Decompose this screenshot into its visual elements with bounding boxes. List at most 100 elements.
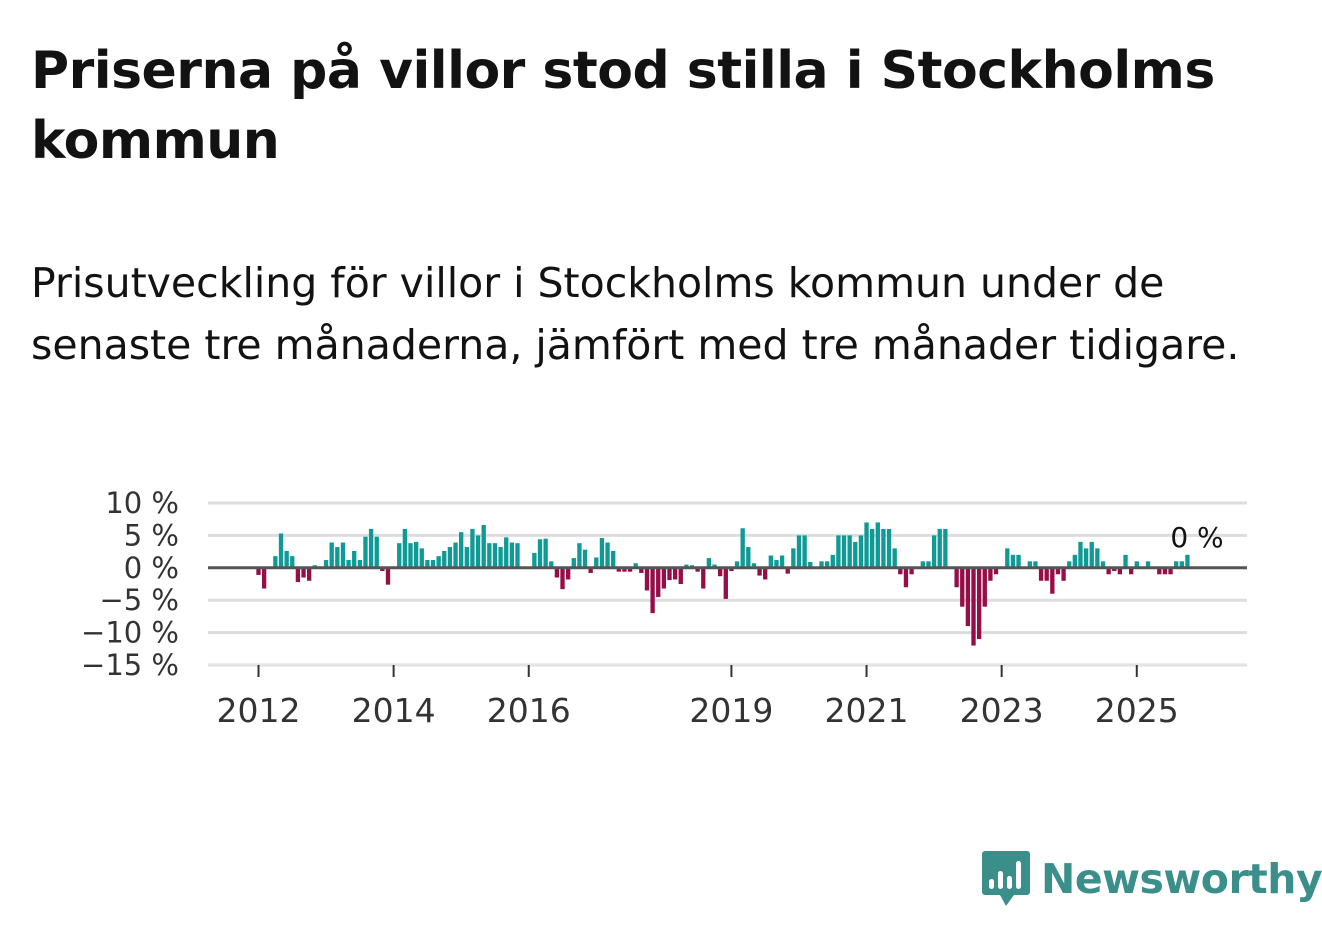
bars [256, 522, 1190, 646]
bar [498, 547, 503, 568]
bar [430, 560, 436, 568]
bar [650, 567, 655, 614]
y-tick-label: 10 % [105, 486, 179, 520]
bar [706, 558, 712, 568]
bar [875, 522, 880, 568]
bar [712, 564, 717, 568]
y-tick-label: −15 % [81, 648, 179, 682]
bar [549, 561, 554, 568]
bar [819, 561, 824, 568]
bar [785, 567, 790, 574]
bar [943, 528, 948, 568]
bar [290, 556, 295, 568]
x-tick-label: 2023 [960, 691, 1044, 730]
bar [470, 528, 475, 568]
bar [1055, 567, 1061, 575]
bar [509, 542, 515, 568]
y-axis-labels: 10 %5 %0 %−5 %−10 %−15 % [81, 486, 179, 682]
bar [1083, 548, 1089, 568]
bar [644, 567, 650, 591]
bar [656, 567, 661, 597]
bar [346, 560, 351, 568]
bar [464, 547, 469, 568]
bar [442, 550, 447, 568]
bar [1016, 554, 1021, 568]
bar [532, 552, 537, 568]
bar [982, 567, 987, 607]
bar-chart: 10 %5 %0 %−5 %−10 %−15 % 2012 2014 2016 201… [81, 486, 1247, 730]
bar [582, 549, 588, 568]
bar [515, 543, 520, 568]
bar [971, 567, 976, 646]
bar [1067, 561, 1072, 568]
bar [1027, 561, 1032, 568]
bar [1095, 548, 1100, 568]
bar [824, 561, 830, 568]
bar [729, 567, 734, 572]
bar [352, 550, 357, 568]
bar [701, 567, 706, 589]
bar [1061, 567, 1066, 581]
bar [903, 567, 909, 588]
bar [796, 535, 802, 568]
bar [605, 542, 610, 568]
bar [504, 537, 509, 568]
bar [1157, 567, 1162, 575]
bar [307, 567, 312, 581]
chart-title: Priserna på villor stod stilla i Stockho… [31, 41, 1215, 171]
bar [768, 555, 773, 568]
bar [723, 567, 728, 599]
bar [413, 541, 419, 568]
bar [1128, 567, 1134, 575]
bar [1185, 554, 1190, 568]
y-tick-label: −5 % [99, 583, 179, 617]
bar [481, 525, 486, 568]
bar [380, 567, 385, 572]
bar [937, 528, 942, 568]
bar [335, 547, 340, 568]
bar [261, 567, 267, 589]
bar [565, 567, 571, 580]
bar [881, 528, 886, 568]
bar [492, 543, 498, 568]
bar [661, 567, 667, 589]
bar [1179, 561, 1184, 568]
bar [329, 542, 334, 568]
x-tick-label: 2014 [352, 691, 436, 730]
bar [1044, 567, 1049, 581]
bar [1033, 561, 1038, 568]
bar [554, 567, 560, 578]
bar [1072, 554, 1078, 568]
y-tick-label: −10 % [81, 616, 179, 650]
bar [560, 567, 565, 590]
bar [639, 567, 644, 573]
bar [475, 535, 481, 568]
bar [1005, 548, 1010, 568]
bar [1134, 561, 1139, 568]
bar [1145, 561, 1151, 568]
bar [1123, 554, 1128, 568]
bar [858, 535, 864, 568]
bar [425, 560, 430, 568]
bar [256, 567, 261, 575]
bar [746, 547, 751, 568]
bar [278, 533, 284, 568]
x-tick-label: 2021 [825, 691, 909, 730]
bar [284, 550, 289, 568]
bar [751, 563, 757, 568]
bar [886, 528, 892, 568]
bar [954, 567, 959, 588]
bar [734, 561, 740, 568]
bar [926, 561, 931, 568]
bar [1174, 561, 1179, 568]
bar [385, 567, 391, 585]
bar [323, 560, 329, 568]
newsworthy-logo-icon [982, 851, 1030, 906]
bar [295, 567, 301, 583]
bar [779, 555, 785, 568]
bar [273, 556, 278, 568]
bar [1038, 567, 1044, 581]
bar [357, 560, 363, 568]
bar [616, 567, 621, 572]
newsworthy-logo[interactable]: Newsworthy [981, 849, 1322, 909]
